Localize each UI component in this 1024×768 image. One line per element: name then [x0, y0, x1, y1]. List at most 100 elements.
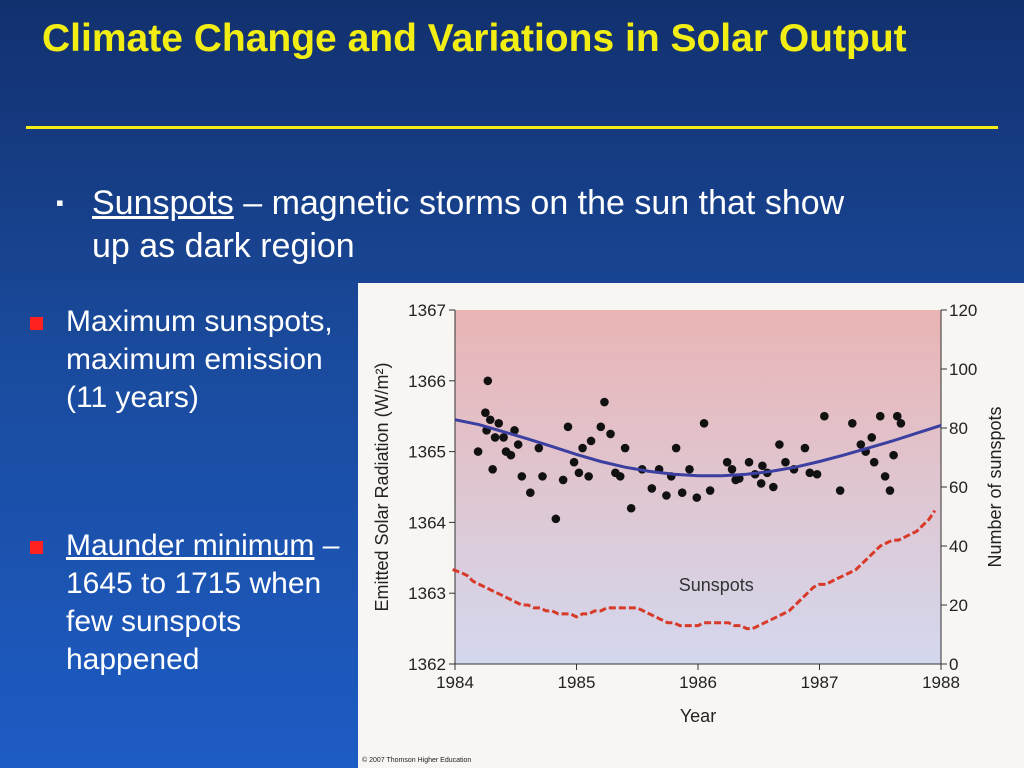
- x-tick-label: 1986: [679, 673, 717, 692]
- radiation-point: [488, 465, 497, 474]
- radiation-point: [735, 474, 744, 483]
- radiation-point: [569, 457, 579, 467]
- plot-area: [455, 310, 941, 664]
- y-tick-label: 1364: [408, 513, 446, 532]
- radiation-point: [820, 411, 829, 421]
- radiation-point: [892, 411, 902, 421]
- radiation-point: [513, 440, 523, 449]
- x-tick-label: 1988: [922, 673, 960, 692]
- radiation-point: [538, 472, 547, 481]
- radiation-point: [671, 443, 681, 453]
- sub-bullet-maunder: Maunder minimum – 1645 to 1715 when few …: [30, 527, 360, 679]
- radiation-fit-line: [454, 418, 942, 478]
- chart-panel: 1984 1985 1986 1987 1988 1362 1363 1364 1365 1366…: [358, 283, 1024, 768]
- x-axis-label: Year: [680, 706, 716, 726]
- radiation-point: [758, 461, 767, 471]
- radiation-point: [848, 418, 857, 428]
- radiation-point: [722, 457, 732, 467]
- y2-tick-label: 80: [949, 419, 968, 438]
- radiation-point: [481, 408, 490, 417]
- radiation-point: [596, 422, 606, 432]
- radiation-point: [885, 486, 895, 495]
- radiation-point: [775, 440, 784, 449]
- sub-bullet-text: Maunder minimum – 1645 to 1715 when few …: [66, 527, 360, 679]
- y2-axis-label: Number of sunspots: [985, 406, 1005, 567]
- radiation-point: [800, 443, 810, 453]
- sunspots-definition: – magnetic storms on the sun that show u…: [92, 184, 845, 265]
- radiation-point: [485, 415, 495, 425]
- radiation-point: [517, 472, 527, 481]
- radiation-point: [600, 397, 609, 407]
- x-tick-label: 1985: [558, 673, 596, 692]
- y2-tick-label: 100: [949, 360, 977, 379]
- radiation-point: [534, 443, 544, 453]
- radiation-point: [473, 447, 483, 456]
- radiation-point: [856, 440, 866, 449]
- radiation-point: [705, 486, 715, 495]
- main-bullet-text: Sunspots – magnetic storms on the sun th…: [92, 182, 886, 268]
- radiation-point: [662, 491, 671, 500]
- y2-tick-label: 40: [949, 537, 968, 556]
- solar-radiation-chart: 1984 1985 1986 1987 1988 1362 1363 1364 1365 1366…: [372, 301, 1005, 726]
- sunspots-annotation: Sunspots: [679, 575, 754, 595]
- radiation-point: [781, 457, 790, 467]
- square-bullet-icon: ▪: [56, 190, 64, 215]
- radiation-point: [563, 422, 573, 432]
- radiation-point: [494, 418, 504, 428]
- maunder-description: – 1645 to 1715 when few sunspots happene…: [66, 529, 340, 676]
- radiation-point: [835, 486, 845, 495]
- radiation-point: [867, 433, 877, 442]
- radiation-point: [685, 465, 694, 474]
- radiation-point: [805, 468, 815, 478]
- radiation-point: [578, 443, 587, 453]
- y-axis-label: Emitted Solar Radiation (W/m²): [372, 362, 392, 611]
- radiation-point: [699, 418, 709, 428]
- sunspots-line: [452, 509, 937, 631]
- radiation-point: [615, 472, 625, 481]
- radiation-point: [744, 457, 754, 467]
- radiation-point: [551, 514, 561, 524]
- y2-tick-label: 0: [949, 655, 958, 674]
- radiation-point: [510, 426, 519, 435]
- radiation-point: [889, 450, 898, 460]
- radiation-point: [880, 472, 890, 481]
- sub-bullet-maximum: Maximum sunspots, maximum emission (11 y…: [30, 303, 360, 417]
- radiation-point: [490, 433, 500, 442]
- sub-bullet-text: Maximum sunspots, maximum emission (11 y…: [66, 305, 333, 414]
- title-underline: [26, 126, 998, 129]
- y2-tick-label: 120: [949, 301, 977, 320]
- sunspots-term: Sunspots: [92, 184, 234, 222]
- radiation-point: [620, 443, 630, 453]
- y2-tick-label: 60: [949, 478, 968, 497]
- radiation-point: [586, 436, 596, 446]
- radiation-point: [727, 465, 737, 474]
- main-bullet: ▪ Sunspots – magnetic storms on the sun …: [56, 182, 886, 268]
- radiation-point: [584, 472, 593, 481]
- y-tick-label: 1365: [408, 443, 446, 462]
- radiation-point: [526, 488, 535, 497]
- radiation-point: [574, 468, 584, 478]
- red-square-bullet-icon: [30, 317, 43, 330]
- maunder-term: Maunder minimum: [66, 529, 315, 562]
- y-tick-label: 1362: [408, 655, 446, 674]
- radiation-point: [499, 433, 508, 442]
- x-tick-label: 1987: [801, 673, 839, 692]
- x-tick-label: 1984: [436, 673, 474, 692]
- y-tick-label: 1363: [408, 584, 446, 603]
- radiation-point: [483, 376, 493, 386]
- copyright-credit: © 2007 Thomson Higher Education: [362, 757, 472, 764]
- radiation-point: [692, 493, 702, 502]
- radiation-point: [558, 475, 568, 485]
- y-tick-label: 1367: [408, 301, 446, 320]
- radiation-point: [506, 450, 516, 460]
- radiation-point: [869, 457, 879, 467]
- radiation-point: [756, 479, 766, 488]
- radiation-point: [812, 469, 822, 479]
- radiation-point: [896, 418, 906, 428]
- radiation-point: [606, 429, 615, 439]
- y-tick-label: 1366: [408, 372, 446, 391]
- radiation-point: [769, 482, 778, 492]
- slide-title: Climate Change and Variations in Solar O…: [42, 17, 907, 60]
- radiation-point: [626, 503, 636, 513]
- y2-tick-label: 20: [949, 596, 968, 615]
